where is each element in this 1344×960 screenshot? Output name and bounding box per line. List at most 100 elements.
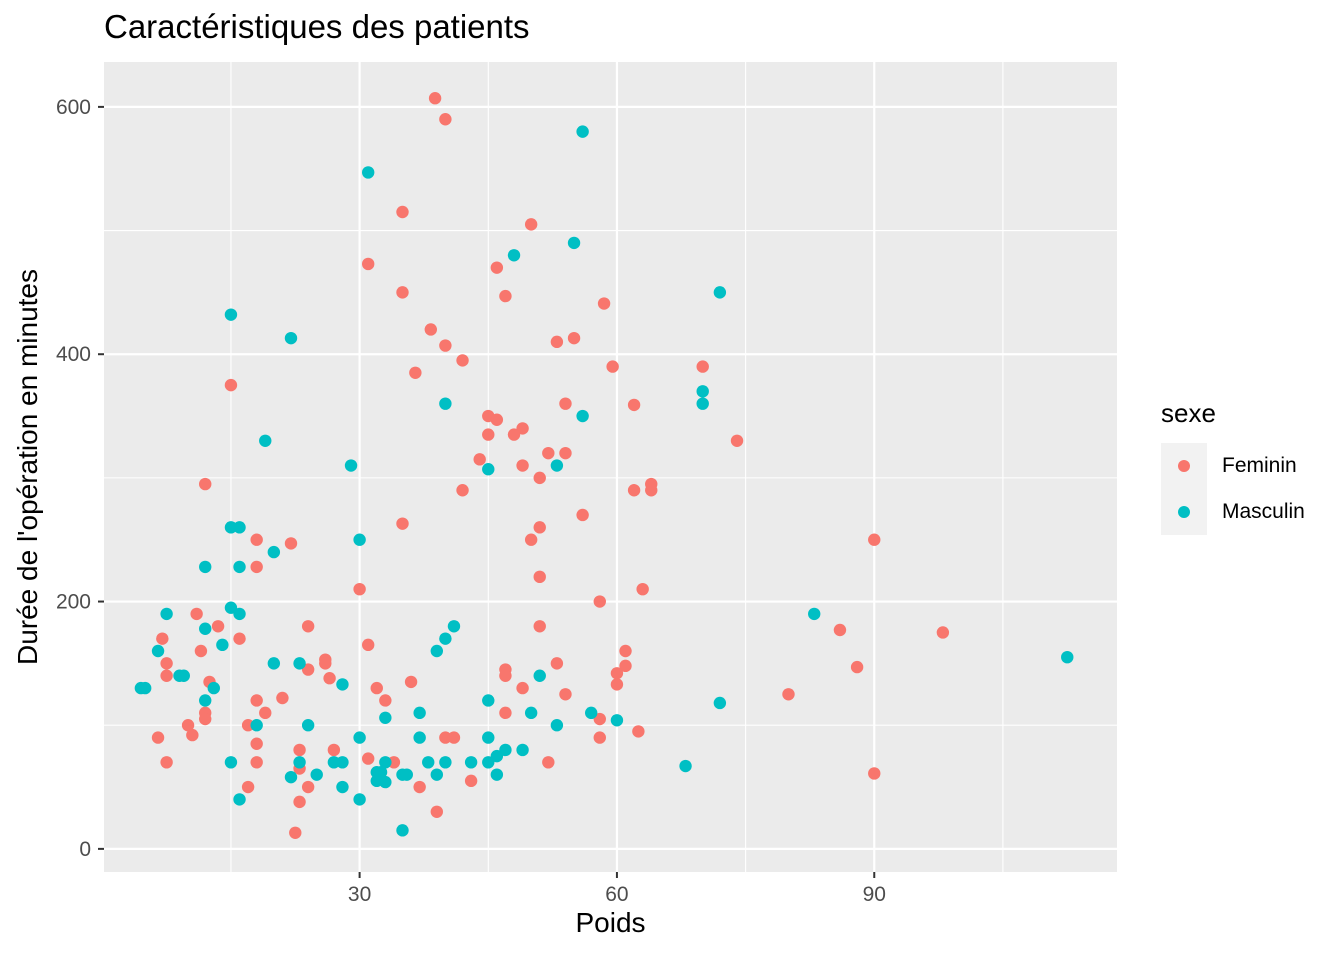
y-tick-label: 400 [56, 343, 91, 366]
data-point-feminin [499, 289, 512, 303]
data-point-masculin [490, 768, 504, 781]
data-point-masculin [216, 638, 229, 652]
data-point-feminin [289, 826, 302, 839]
data-point-feminin [542, 446, 555, 460]
data-point-masculin [439, 397, 452, 410]
data-point-feminin [533, 620, 546, 633]
y-tick-label: 200 [56, 591, 91, 614]
data-point-masculin [293, 756, 306, 769]
data-point-feminin [507, 428, 521, 441]
data-point-masculin [353, 793, 366, 806]
plot-panel [104, 62, 1117, 872]
data-point-masculin [422, 756, 435, 769]
data-point-feminin [151, 731, 165, 744]
data-point-feminin [160, 756, 173, 769]
legend-dot-masculin [1178, 506, 1190, 518]
chart-title: Caractéristiques des patients [104, 8, 530, 45]
data-point-masculin [439, 756, 452, 769]
y-axis-title: Durée de l'opération en minutes [12, 268, 43, 666]
data-point-masculin [336, 780, 349, 794]
data-point-feminin [593, 595, 606, 608]
data-point-feminin [447, 731, 461, 744]
data-point-feminin [627, 398, 641, 412]
data-point-feminin [516, 681, 529, 695]
data-point-masculin [353, 533, 366, 546]
data-point-feminin [327, 743, 341, 757]
data-point-masculin [336, 756, 349, 769]
data-point-masculin [524, 706, 538, 720]
y-tick-label: 600 [56, 96, 91, 119]
data-point-feminin [516, 422, 529, 435]
data-point-masculin [233, 607, 246, 621]
data-point-feminin [559, 446, 572, 460]
data-point-feminin [730, 434, 744, 447]
data-point-masculin [482, 463, 495, 476]
x-tick-label: 90 [863, 883, 886, 906]
data-point-feminin [696, 360, 709, 373]
data-point-feminin [533, 471, 546, 485]
data-point-feminin [439, 113, 452, 126]
data-point-masculin [353, 731, 366, 744]
x-tick-label: 60 [605, 883, 628, 906]
data-point-feminin [524, 533, 538, 546]
data-point-masculin [1061, 650, 1074, 664]
data-point-feminin [199, 712, 212, 726]
data-point-masculin [224, 756, 238, 769]
data-point-masculin [430, 644, 444, 658]
data-points [134, 92, 1074, 839]
data-point-feminin [250, 533, 263, 546]
data-point-feminin [610, 667, 624, 680]
data-point-masculin [696, 385, 709, 398]
data-point-feminin [361, 752, 375, 765]
data-point-feminin [597, 297, 611, 310]
data-point-feminin [482, 428, 495, 441]
data-point-feminin [559, 397, 572, 410]
data-point-feminin [473, 453, 486, 466]
data-point-feminin [276, 691, 289, 705]
data-point-feminin [533, 521, 546, 534]
data-point-masculin [344, 459, 358, 472]
data-point-masculin [713, 696, 727, 710]
data-point-feminin [610, 678, 624, 691]
data-point-feminin [868, 767, 881, 780]
data-point-feminin [490, 413, 504, 426]
data-point-feminin [370, 681, 383, 695]
data-point-masculin [233, 521, 246, 534]
data-point-masculin [301, 719, 315, 732]
data-point-feminin [516, 459, 529, 472]
data-point-feminin [464, 774, 478, 788]
major-gridlines [104, 62, 1117, 872]
data-point-masculin [379, 775, 392, 789]
data-point-feminin [361, 257, 375, 271]
data-point-feminin [241, 719, 255, 732]
data-point-feminin [550, 335, 564, 349]
data-point-masculin [336, 678, 349, 691]
data-point-feminin [301, 620, 315, 633]
data-point-masculin [224, 521, 238, 534]
data-point-feminin [782, 688, 795, 701]
data-point-feminin [181, 719, 195, 732]
data-point-feminin [293, 795, 306, 809]
data-point-feminin [490, 261, 504, 274]
data-point-feminin [396, 205, 409, 219]
data-point-feminin [632, 725, 645, 738]
data-point-masculin [464, 756, 478, 769]
data-point-feminin [850, 660, 864, 674]
x-axis-title: Poids [575, 907, 646, 938]
data-point-masculin [327, 756, 341, 769]
data-point-feminin [428, 92, 442, 105]
data-point-masculin [160, 607, 173, 621]
data-point-masculin [250, 719, 263, 732]
data-point-feminin [593, 731, 606, 744]
data-point-feminin [533, 570, 546, 584]
data-point-masculin [413, 731, 426, 744]
data-point-masculin [576, 125, 589, 138]
data-point-feminin [439, 339, 452, 352]
data-point-masculin [267, 657, 281, 670]
data-point-feminin [499, 706, 512, 720]
data-point-feminin [499, 669, 512, 682]
data-point-feminin [456, 484, 469, 497]
data-point-masculin [430, 768, 444, 781]
data-point-masculin [267, 545, 281, 559]
data-point-feminin [160, 657, 173, 670]
